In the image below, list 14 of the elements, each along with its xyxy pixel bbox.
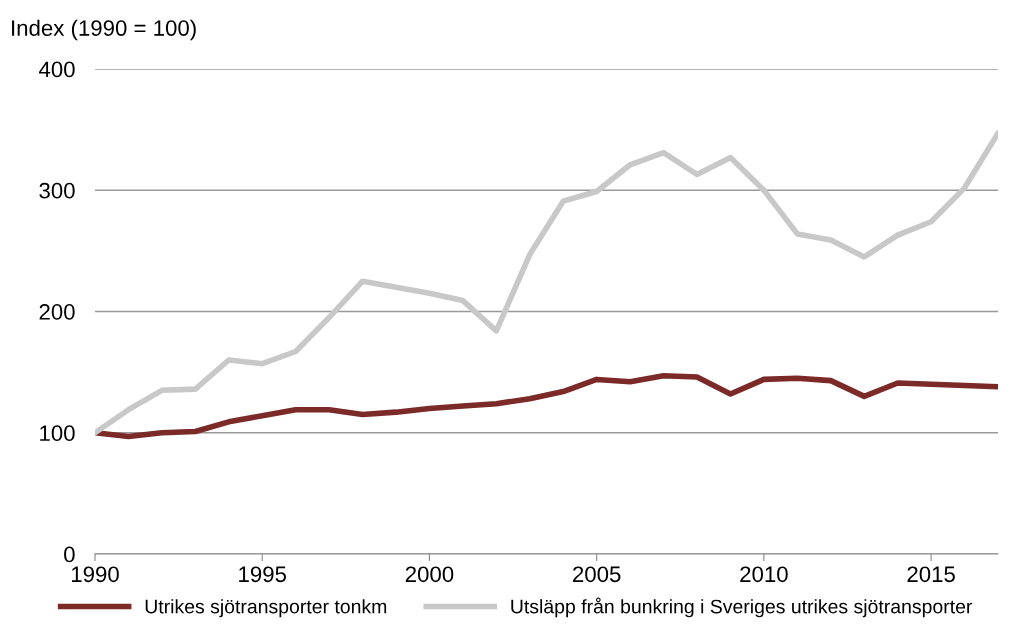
y-tick-label: 300 — [39, 182, 75, 199]
x-tick-label: 1995 — [239, 566, 287, 583]
x-tick-label: 2010 — [740, 566, 788, 583]
y-tick-label: 200 — [39, 304, 75, 320]
legend-label: Utsläpp från bunkring i Sveriges utrikes sjötransporter — [511, 597, 973, 618]
y-tick-label: 100 — [40, 425, 75, 442]
legend-label: Utrikes sjötransporter tonkm — [145, 599, 387, 618]
y-axis-title: Index (1990 = 100) — [12, 19, 196, 41]
y-tick-label: 400 — [38, 61, 75, 78]
x-tick-label: 2000 — [405, 566, 454, 583]
x-tick-label: 2005 — [573, 566, 621, 583]
y-tick-label: 0 — [64, 546, 75, 563]
x-tick-label: 1990 — [71, 566, 119, 583]
x-tick-label: 2015 — [907, 566, 955, 583]
